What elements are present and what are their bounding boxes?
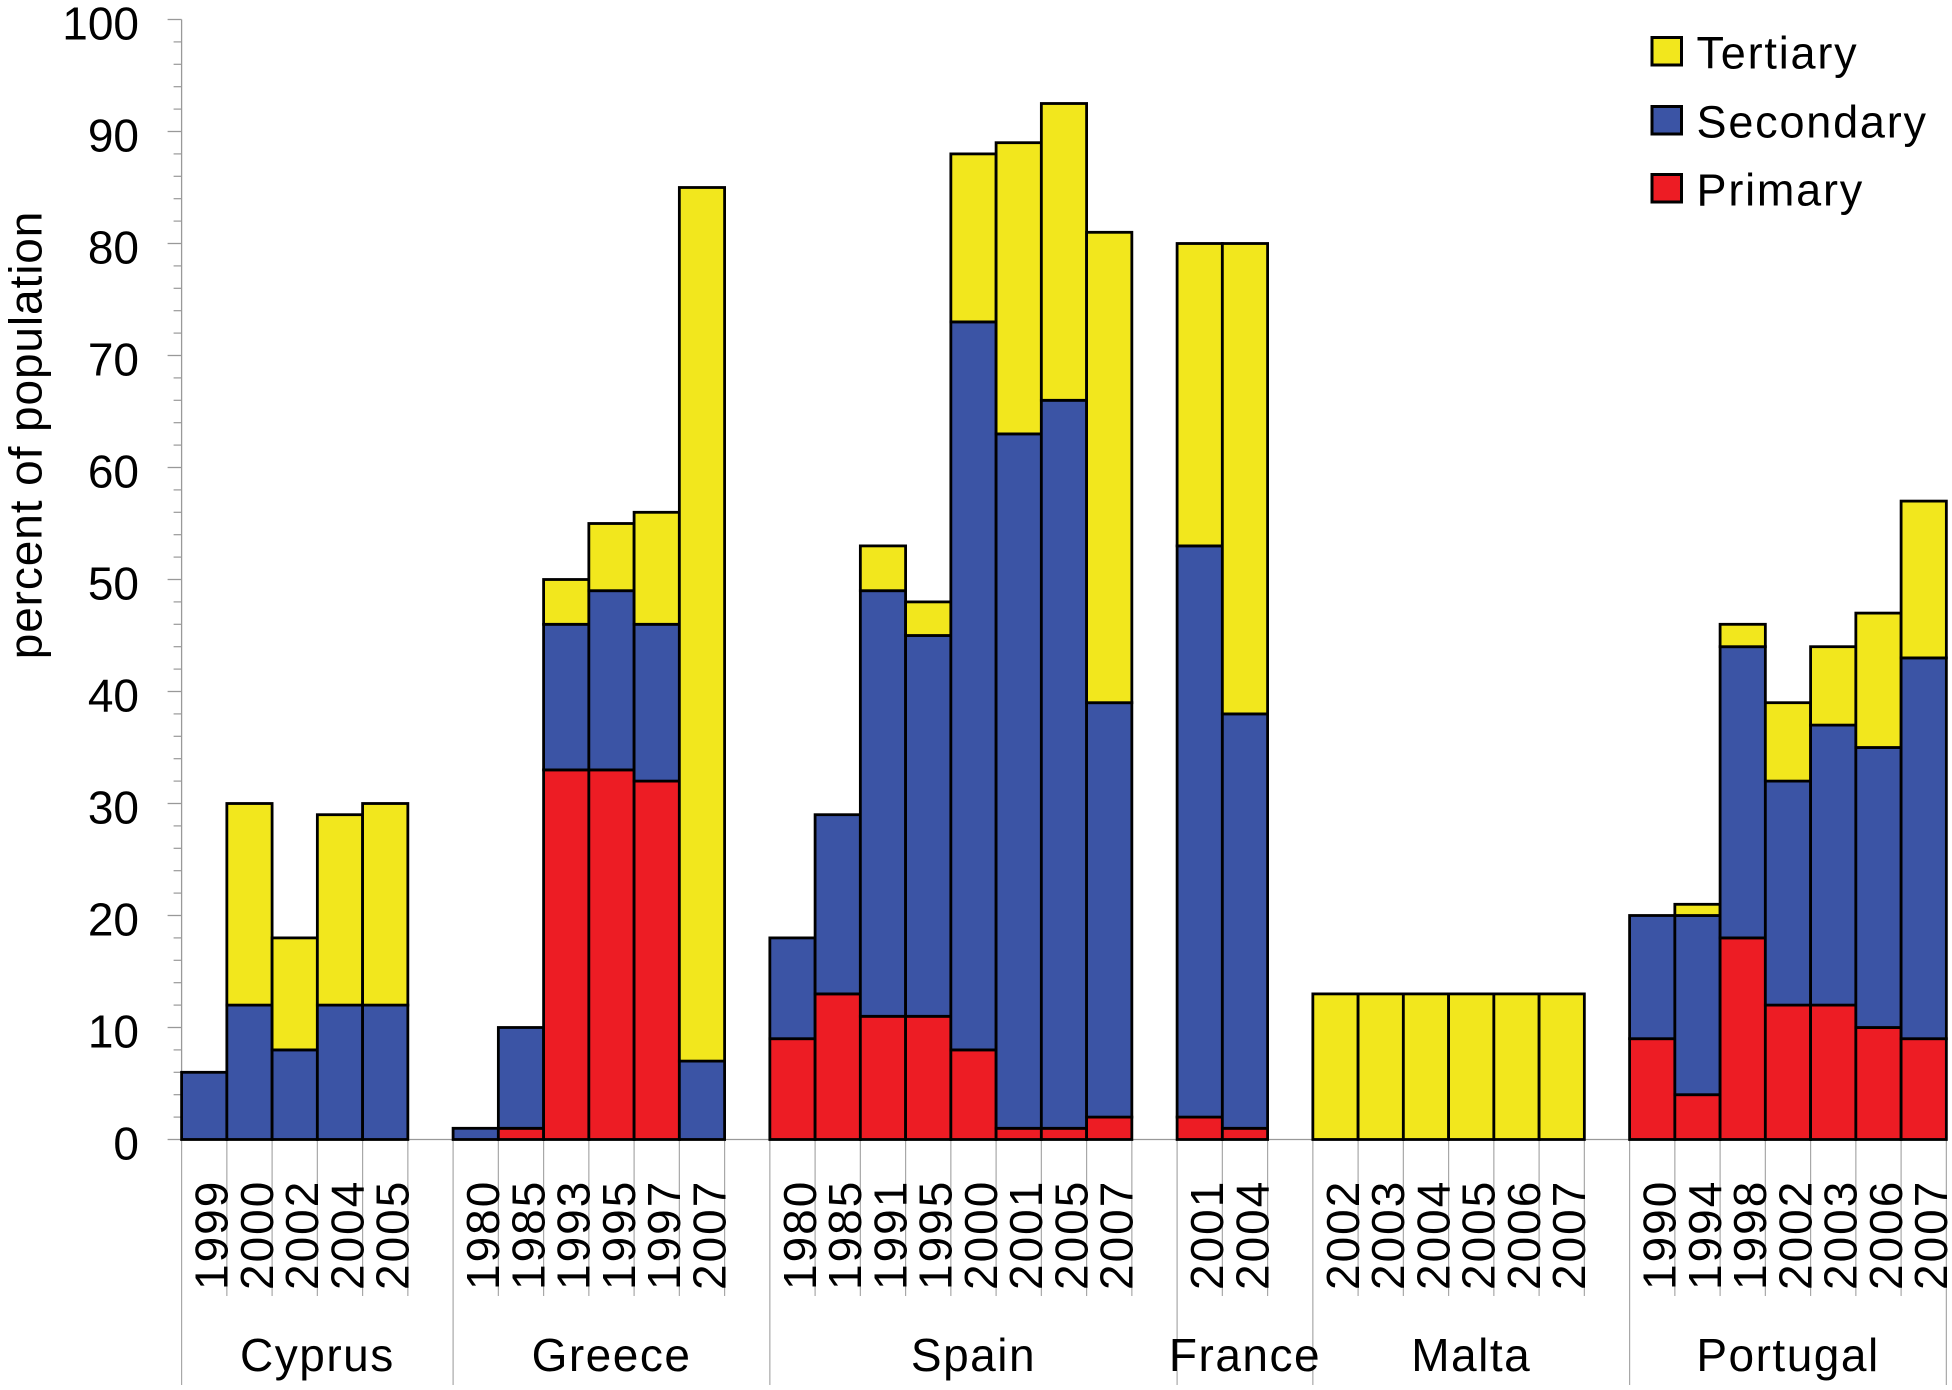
svg-text:Spain: Spain xyxy=(911,1329,1036,1381)
svg-text:70: 70 xyxy=(88,334,139,386)
svg-text:France: France xyxy=(1169,1329,1321,1381)
svg-text:Secondary: Secondary xyxy=(1697,96,1928,147)
svg-text:Cyprus: Cyprus xyxy=(240,1329,395,1381)
svg-text:1997: 1997 xyxy=(638,1180,690,1290)
svg-text:1980: 1980 xyxy=(457,1180,509,1290)
svg-text:0: 0 xyxy=(113,1118,139,1170)
svg-text:1985: 1985 xyxy=(819,1180,871,1290)
svg-text:50: 50 xyxy=(88,558,139,610)
svg-text:1991: 1991 xyxy=(864,1180,916,1290)
svg-text:80: 80 xyxy=(88,222,139,274)
svg-text:2006: 2006 xyxy=(1860,1180,1912,1290)
svg-text:60: 60 xyxy=(88,446,139,498)
svg-text:2002: 2002 xyxy=(276,1180,328,1290)
svg-text:2003: 2003 xyxy=(1362,1180,1414,1290)
svg-text:2005: 2005 xyxy=(1453,1180,1505,1290)
svg-text:Tertiary: Tertiary xyxy=(1697,27,1859,78)
svg-text:2005: 2005 xyxy=(367,1180,419,1290)
svg-text:Malta: Malta xyxy=(1411,1329,1531,1381)
svg-text:2005: 2005 xyxy=(1045,1180,1097,1290)
svg-text:percent of population: percent of population xyxy=(0,211,52,660)
svg-text:2002: 2002 xyxy=(1317,1180,1369,1290)
svg-text:Primary: Primary xyxy=(1697,164,1865,215)
svg-text:1995: 1995 xyxy=(593,1180,645,1290)
svg-text:1985: 1985 xyxy=(502,1180,554,1290)
svg-text:1994: 1994 xyxy=(1679,1180,1731,1290)
svg-text:2007: 2007 xyxy=(683,1180,735,1290)
svg-text:1980: 1980 xyxy=(774,1180,826,1290)
svg-text:1999: 1999 xyxy=(186,1180,238,1290)
svg-text:2004: 2004 xyxy=(1226,1180,1278,1290)
svg-text:100: 100 xyxy=(62,0,139,50)
svg-text:2006: 2006 xyxy=(1498,1180,1550,1290)
svg-text:20: 20 xyxy=(88,894,139,946)
svg-text:2000: 2000 xyxy=(231,1180,283,1290)
svg-text:Greece: Greece xyxy=(532,1329,692,1381)
svg-text:Portugal: Portugal xyxy=(1696,1329,1879,1381)
svg-text:1993: 1993 xyxy=(548,1180,600,1290)
svg-text:1990: 1990 xyxy=(1634,1180,1686,1290)
svg-text:2004: 2004 xyxy=(321,1180,373,1290)
svg-text:90: 90 xyxy=(88,110,139,162)
svg-text:2007: 2007 xyxy=(1905,1180,1952,1290)
svg-text:2007: 2007 xyxy=(1091,1180,1143,1290)
svg-text:2000: 2000 xyxy=(955,1180,1007,1290)
svg-text:1998: 1998 xyxy=(1724,1180,1776,1290)
svg-text:2001: 2001 xyxy=(1000,1180,1052,1290)
svg-text:40: 40 xyxy=(88,670,139,722)
svg-text:2007: 2007 xyxy=(1543,1180,1595,1290)
svg-text:1995: 1995 xyxy=(910,1180,962,1290)
svg-text:2003: 2003 xyxy=(1815,1180,1867,1290)
svg-text:2004: 2004 xyxy=(1407,1180,1459,1290)
svg-text:2001: 2001 xyxy=(1181,1180,1233,1290)
svg-text:30: 30 xyxy=(88,782,139,834)
svg-text:2002: 2002 xyxy=(1769,1180,1821,1290)
svg-text:10: 10 xyxy=(88,1006,139,1058)
